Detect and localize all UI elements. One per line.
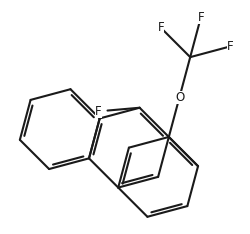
Text: F: F <box>95 105 102 118</box>
Text: F: F <box>227 40 234 53</box>
Text: F: F <box>198 11 204 24</box>
Text: F: F <box>158 22 164 34</box>
Text: O: O <box>175 91 184 103</box>
